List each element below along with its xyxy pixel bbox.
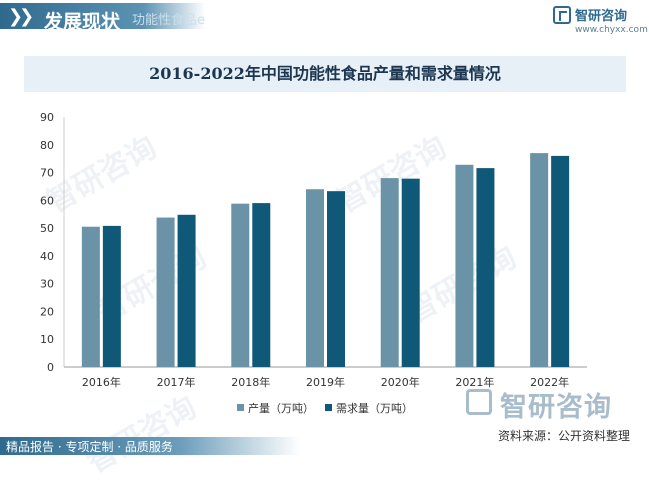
- bar-demand: [252, 203, 271, 367]
- bar-demand: [401, 178, 420, 367]
- bar-production: [231, 203, 250, 367]
- y-tick-label: 40: [40, 250, 54, 263]
- bar-demand: [551, 155, 570, 367]
- legend-swatch: [237, 404, 244, 411]
- x-tick-label: 2022年: [530, 375, 569, 389]
- x-tick-label: 2017年: [157, 375, 196, 389]
- y-tick-label: 0: [47, 361, 54, 374]
- bar-production: [455, 164, 474, 367]
- header-banner: ❯❯ 发展现状: [0, 3, 205, 33]
- x-tick-label: 2020年: [381, 375, 420, 389]
- bar-demand: [476, 168, 495, 367]
- bar-demand: [102, 225, 121, 367]
- bar-production: [380, 178, 399, 367]
- x-tick-label: 2018年: [231, 375, 270, 389]
- y-tick-label: 70: [40, 167, 54, 180]
- bar-production: [81, 226, 100, 367]
- legend: 产量（万吨） 需求量（万吨）: [237, 401, 413, 415]
- legend-swatch: [325, 404, 332, 411]
- footer-text: 精品报告 · 专项定制 · 品质服务: [6, 440, 173, 454]
- y-tick-label: 90: [40, 111, 54, 124]
- y-tick-label: 50: [40, 222, 54, 235]
- brand-logo: 智研咨询 www.chyxx.com: [553, 4, 648, 38]
- bar-demand: [327, 191, 345, 367]
- y-tick-label: 10: [40, 333, 54, 346]
- bar-production: [306, 189, 324, 367]
- legend-label: 需求量（万吨）: [336, 402, 413, 415]
- y-tick-label: 60: [40, 194, 54, 207]
- brand-url: www.chyxx.com: [575, 25, 648, 35]
- section-title: 发展现状: [44, 11, 121, 33]
- bar-production: [530, 153, 549, 367]
- header: ❯❯ 发展现状 功能性食品e 智研咨询 www.chyxx.com: [0, 0, 649, 38]
- x-tick-label: 2016年: [82, 375, 121, 389]
- double-chevron-icon: ❯❯: [8, 6, 34, 27]
- y-tick-label: 80: [40, 139, 54, 152]
- watermark-brand: 智研咨询: [500, 392, 612, 423]
- bar-production: [156, 217, 175, 367]
- bar-chart: 0 10 20 30 40 50 60 70 80 90 2016年 2017年 2018年 2019年…: [40, 111, 587, 415]
- y-tick-label: 20: [40, 305, 54, 318]
- x-tick-labels: 2016年 2017年 2018年 2019年 2020年 2021年 2022年: [82, 375, 569, 389]
- brand-name: 智研咨询: [575, 9, 628, 24]
- legend-label: 产量（万吨）: [248, 401, 314, 415]
- header-ghost-text: 功能性食品e: [132, 13, 205, 28]
- chart-title-band: 2016-2022年中国功能性食品产量和需求量情况: [24, 56, 626, 92]
- source-note: 资料来源：公开资料整理: [498, 429, 631, 443]
- bars: [81, 153, 570, 367]
- y-tick-labels: 0 10 20 30 40 50 60 70 80 90: [40, 111, 54, 374]
- y-tick-label: 30: [40, 278, 54, 291]
- bar-demand: [177, 214, 196, 367]
- zhiyan-logo-icon: [553, 6, 571, 24]
- x-tick-label: 2021年: [455, 375, 494, 389]
- footer-banner: 精品报告 · 专项定制 · 品质服务: [0, 437, 300, 455]
- zhiyan-logo-icon: [466, 389, 492, 415]
- watermark-logo: 智研咨询: [466, 387, 641, 423]
- x-tick-label: 2019年: [306, 375, 345, 389]
- chart-title: 2016-2022年中国功能性食品产量和需求量情况: [149, 64, 501, 83]
- footer: 精品报告 · 专项定制 · 品质服务: [0, 437, 649, 455]
